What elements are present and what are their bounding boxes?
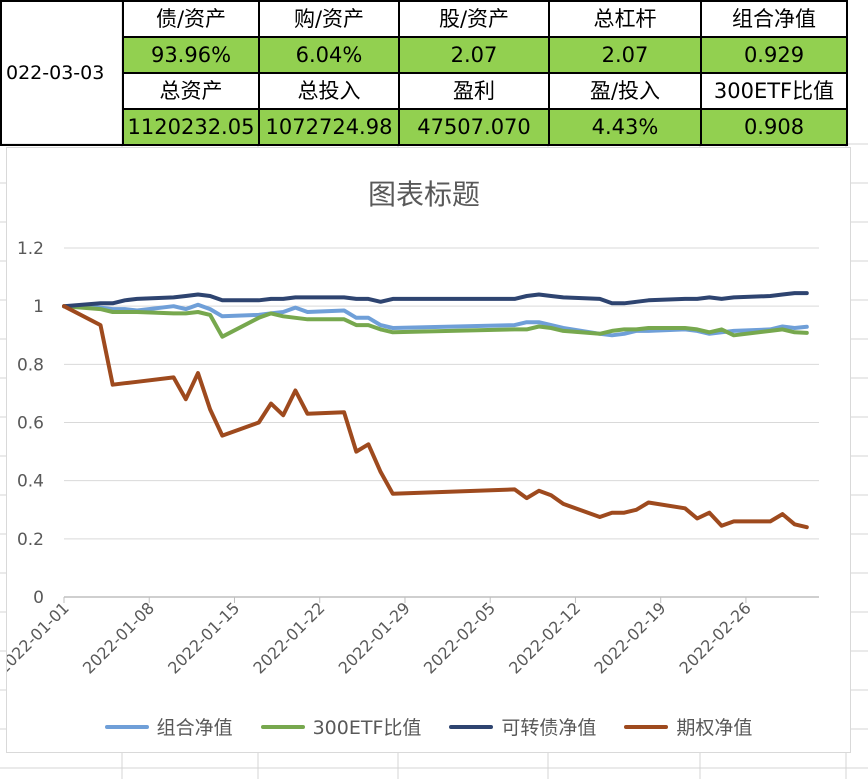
legend-swatch <box>260 724 305 729</box>
value-total-invested[interactable]: 1072724.98 <box>258 108 400 146</box>
series-lines <box>62 291 809 530</box>
legend-label: 组合净值 <box>156 717 233 739</box>
label-stock-asset-ratio[interactable]: 股/资产 <box>398 0 550 38</box>
legend-label: 可转债净值 <box>501 717 597 739</box>
legend-label: 期权净值 <box>676 717 753 739</box>
y-tick-label: 1 <box>33 297 44 317</box>
value-call-asset-ratio[interactable]: 6.04% <box>258 36 400 74</box>
series-line-1[interactable] <box>62 304 809 339</box>
x-tick-label: 2022-02-05 <box>420 598 499 677</box>
summary-row-1-values: 93.96% 6.04% 2.07 2.07 0.929 <box>1 36 848 74</box>
x-tick-label: 2022-01-22 <box>249 598 328 677</box>
x-tick-labels: 2022-01-01 2022-01-08 2022-01-15 2022-01-22… <box>7 597 755 678</box>
label-bond-asset-ratio[interactable]: 债/资产 <box>122 0 260 38</box>
value-stock-asset-ratio[interactable]: 2.07 <box>398 36 550 74</box>
summary-row-2-labels: 总资产 总投入 盈利 盈/投入 300ETF比值 <box>1 72 848 110</box>
legend-swatch <box>624 724 669 729</box>
chart-canvas: 图表标题 00.20.40.60.811.2 2022-01-01 2022-01… <box>7 178 819 678</box>
y-tick-label: 0 <box>33 588 44 608</box>
value-total-leverage[interactable]: 2.07 <box>548 36 702 74</box>
series-line-2[interactable] <box>62 291 809 309</box>
line-chart[interactable]: 图表标题 0 0.2 0.4 0.6 0.8 1 1.2 2022-01-01 2022-01… <box>6 147 851 753</box>
legend-item-1[interactable]: 300ETF比值 <box>260 713 422 740</box>
x-tick-label: 2022-01-29 <box>335 598 414 677</box>
summary-row-2-values: 1120232.05 1072724.98 47507.070 4.43% 0.… <box>1 108 848 146</box>
y-tick-label: 1.2 <box>17 239 44 259</box>
value-profit[interactable]: 47507.070 <box>398 108 550 146</box>
label-total-leverage[interactable]: 总杠杆 <box>548 0 702 38</box>
y-gridlines <box>64 247 819 598</box>
y-tick-labels: 0 0.2 0.4 0.6 0.8 1 1.2 <box>17 239 44 608</box>
y-tick-label: 0.8 <box>17 355 44 375</box>
value-etf300-ratio[interactable]: 0.908 <box>700 108 848 146</box>
chart-legend: 组合净值 300ETF比值 可转债净值 期权净值 <box>7 713 850 740</box>
legend-label: 300ETF比值 <box>312 717 422 739</box>
x-tick-label: 2022-02-26 <box>676 598 755 677</box>
x-tick-label: 2022-01-01 <box>7 598 73 677</box>
date-cell[interactable]: 022-03-03 <box>0 0 124 146</box>
label-call-asset-ratio[interactable]: 购/资产 <box>258 0 400 38</box>
value-profit-ratio[interactable]: 4.43% <box>548 108 702 146</box>
legend-item-2[interactable]: 可转债净值 <box>449 713 596 740</box>
value-bond-asset-ratio[interactable]: 93.96% <box>122 36 260 74</box>
label-profit-ratio[interactable]: 盈/投入 <box>548 72 702 110</box>
legend-swatch <box>104 724 149 729</box>
value-total-assets[interactable]: 1120232.05 <box>122 108 260 146</box>
y-tick-label: 0.4 <box>17 472 44 492</box>
label-etf300-ratio[interactable]: 300ETF比值 <box>700 72 848 110</box>
series-line-3[interactable] <box>62 304 809 530</box>
label-total-invested[interactable]: 总投入 <box>258 72 400 110</box>
summary-table: 022-03-03 债/资产 购/资产 股/资产 总杠杆 组合净值 93.96%… <box>0 0 848 146</box>
x-tick-label: 2022-01-15 <box>164 598 243 677</box>
value-portfolio-nav[interactable]: 0.929 <box>700 36 848 74</box>
legend-item-0[interactable]: 组合净值 <box>104 713 233 740</box>
legend-swatch <box>449 724 494 729</box>
y-tick-label: 0.6 <box>17 414 44 434</box>
chart-title: 图表标题 <box>368 178 480 211</box>
x-tick-label: 2022-02-19 <box>590 598 669 677</box>
label-profit[interactable]: 盈利 <box>398 72 550 110</box>
label-portfolio-nav[interactable]: 组合净值 <box>700 0 848 38</box>
y-tick-label: 0.2 <box>17 530 44 550</box>
x-tick-label: 2022-01-08 <box>79 598 158 677</box>
summary-row-1-labels: 022-03-03 债/资产 购/资产 股/资产 总杠杆 组合净值 <box>0 0 848 146</box>
legend-item-3[interactable]: 期权净值 <box>624 713 752 740</box>
x-tick-label: 2022-02-12 <box>505 598 584 677</box>
label-total-assets[interactable]: 总资产 <box>122 72 260 110</box>
